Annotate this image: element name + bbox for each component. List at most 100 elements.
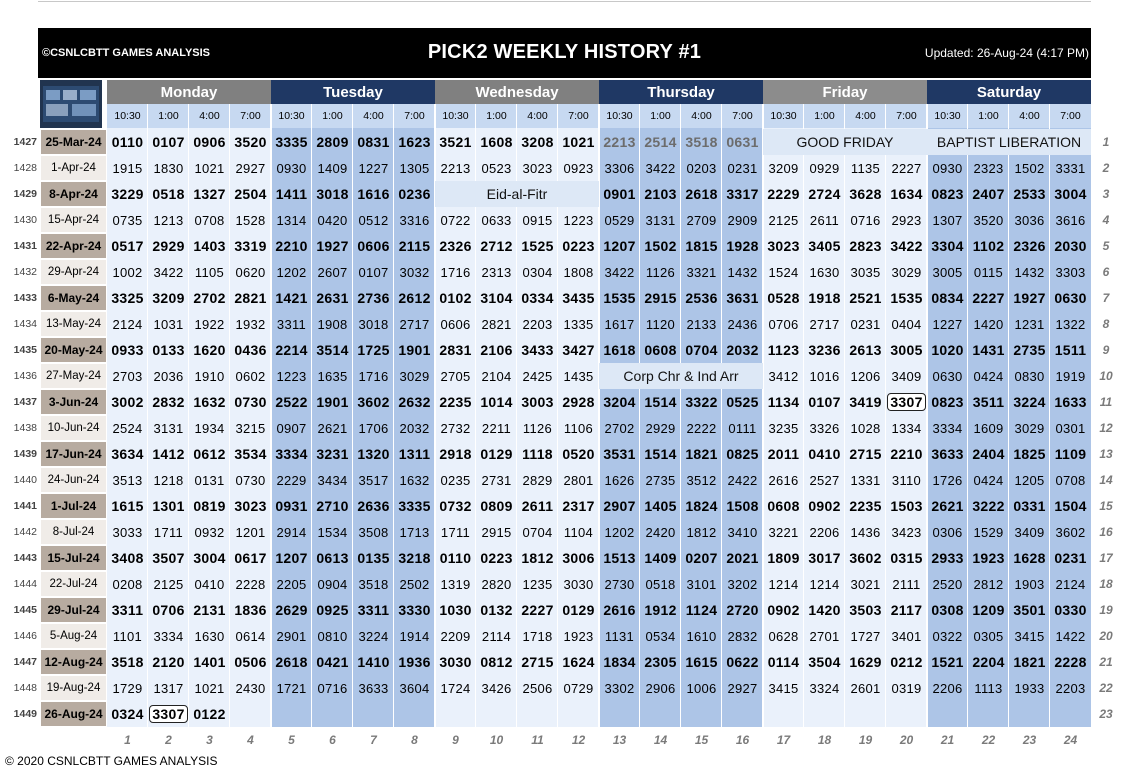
draw-result: 1718 — [522, 628, 553, 644]
draw-result: 2204 — [972, 654, 1005, 670]
time-header: 7:00 — [1050, 104, 1091, 128]
draw-result: 2317 — [562, 498, 595, 514]
row-date: 8-Apr-24 — [41, 182, 106, 206]
draw-result: 1716 — [358, 368, 389, 384]
draw-result: 0932 — [194, 524, 225, 540]
draw-result: 2125 — [153, 576, 184, 592]
draw-result: 2036 — [153, 368, 184, 384]
draw-result: 3422 — [153, 264, 184, 280]
draw-result: 2229 — [767, 186, 800, 202]
draw-result: 2032 — [399, 420, 430, 436]
row-number: 1432 — [13, 266, 37, 278]
draw-result: 3412 — [768, 368, 799, 384]
draw-result: 1213 — [153, 212, 184, 228]
draw-result: 2235 — [849, 498, 882, 514]
draw-result: 2631 — [316, 290, 349, 306]
draw-result: 2632 — [398, 394, 431, 410]
draw-result: 2927 — [727, 680, 758, 696]
draw-result: 0622 — [726, 654, 759, 670]
draw-result: 2821 — [481, 316, 512, 332]
draw-result: 3435 — [562, 290, 595, 306]
draw-result: 0223 — [480, 550, 513, 566]
draw-result: 2430 — [235, 680, 266, 696]
draw-result: 3218 — [398, 550, 431, 566]
draw-result: 1320 — [357, 446, 390, 462]
column-index: 8 — [411, 733, 418, 747]
draw-result: 2907 — [603, 498, 636, 514]
draw-result: 2821 — [234, 290, 267, 306]
draw-result: 0933 — [111, 342, 144, 358]
draw-result: 1405 — [644, 498, 677, 514]
draw-result: 1910 — [194, 368, 225, 384]
draw-result: 2210 — [890, 446, 923, 462]
draw-result: 3633 — [358, 680, 389, 696]
draw-result: 0633 — [481, 212, 512, 228]
draw-result: 3221 — [768, 524, 799, 540]
row-date: 6-May-24 — [41, 286, 106, 310]
draw-result: 1214 — [768, 576, 799, 592]
draw-result: 3021 — [850, 576, 881, 592]
row-index: 11 — [1099, 395, 1113, 409]
row-number: 1448 — [13, 682, 37, 694]
draw-result: 3408 — [111, 550, 144, 566]
draw-result: 1934 — [194, 420, 225, 436]
draw-result: 2702 — [604, 420, 635, 436]
draw-result: 1223 — [563, 212, 594, 228]
row-date: 25-Mar-24 — [41, 130, 106, 154]
row-date: 15-Jul-24 — [41, 546, 106, 570]
draw-result: 1825 — [1013, 446, 1046, 462]
column-index: 18 — [817, 733, 832, 747]
draw-result: 1608 — [480, 134, 513, 150]
draw-result: 0212 — [890, 654, 923, 670]
time-header: 10:30 — [435, 104, 476, 128]
time-header: 4:00 — [517, 104, 558, 128]
row-date: 22-Apr-24 — [41, 234, 106, 258]
time-header: 4:00 — [353, 104, 394, 128]
draw-result: 1808 — [563, 264, 594, 280]
draw-result: 1421 — [275, 290, 308, 306]
row-date: 22-Jul-24 — [41, 572, 106, 596]
draw-result: 0129 — [562, 602, 595, 618]
day-header-friday: Friday — [763, 80, 927, 104]
draw-result: 0923 — [563, 160, 594, 176]
draw-result: 3331 — [1055, 160, 1086, 176]
draw-result: 0122 — [193, 706, 226, 722]
draw-result: 0614 — [235, 628, 266, 644]
draw-result: 0207 — [685, 550, 718, 566]
draw-result: 0819 — [193, 498, 226, 514]
day-header-monday: Monday — [107, 80, 271, 104]
draw-result: 2420 — [645, 524, 676, 540]
row-index: 17 — [1099, 551, 1113, 565]
draw-result: 2209 — [440, 628, 471, 644]
draw-result: 3602 — [1055, 524, 1086, 540]
draw-result: 2915 — [644, 290, 677, 306]
draw-result: 1727 — [850, 628, 881, 644]
draw-result: 3023 — [767, 238, 800, 254]
draw-result: 3517 — [358, 472, 389, 488]
draw-result: 2732 — [440, 420, 471, 436]
draw-result: 0823 — [931, 394, 964, 410]
row-date: 5-Aug-24 — [41, 624, 106, 648]
day-header-thursday: Thursday — [599, 80, 763, 104]
draw-result: 3104 — [480, 290, 513, 306]
draw-result: 1134 — [767, 394, 800, 410]
draw-result: 2618 — [275, 654, 308, 670]
time-header: 1:00 — [968, 104, 1009, 128]
draw-result: 0708 — [1055, 472, 1086, 488]
draw-result: 0421 — [316, 654, 349, 670]
row-index: 6 — [1102, 265, 1110, 279]
draw-result: 1006 — [686, 680, 717, 696]
draw-result: 1618 — [603, 342, 636, 358]
draw-result: 2404 — [972, 446, 1005, 462]
draw-result: 1123 — [767, 342, 800, 358]
draw-result: 1836 — [234, 602, 267, 618]
draw-result: 3410 — [727, 524, 758, 540]
draw-result: 1305 — [399, 160, 430, 176]
time-header: 1:00 — [312, 104, 353, 128]
draw-result: 3303 — [1055, 264, 1086, 280]
draw-result: 0630 — [1054, 290, 1087, 306]
row-index: 16 — [1099, 525, 1113, 539]
draw-result: 0506 — [234, 654, 267, 670]
draw-result: 0308 — [931, 602, 964, 618]
draw-result: 2533 — [1013, 186, 1046, 202]
